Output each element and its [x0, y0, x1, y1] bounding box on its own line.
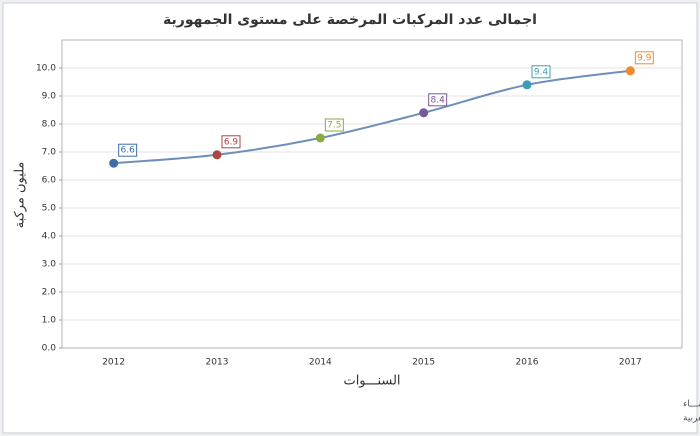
x-tick-label: 2015	[412, 358, 435, 368]
y-tick-label: 1.0	[42, 316, 57, 326]
value-label-box	[531, 65, 551, 79]
y-tick-label: 9.0	[42, 92, 57, 102]
x-tick-label: 2017	[619, 358, 642, 368]
line	[113, 69, 631, 165]
chart-title: اجمالى عدد المركبات المرخصة على مستوى ال…	[163, 12, 537, 28]
x-tick-label: 2014	[309, 358, 332, 368]
y-tick-label: 5.0	[42, 204, 57, 214]
value-label: 6.9	[224, 137, 239, 147]
value-label: 9.9	[637, 53, 652, 63]
plot-area	[61, 39, 683, 349]
point	[212, 150, 222, 160]
y-tick-label: 8.0	[42, 120, 57, 130]
y-tick-label: 2.0	[42, 288, 57, 298]
value-label: 6.6	[121, 146, 136, 156]
point	[625, 66, 635, 76]
value-label: 8.4	[431, 95, 446, 105]
y-tick-label: 7.0	[42, 148, 57, 158]
value-label-box	[324, 118, 344, 132]
y-tick-label: 3.0	[42, 260, 57, 270]
x-tick-label: 2013	[206, 358, 229, 368]
value-label-box	[428, 93, 448, 107]
value-label: 7.5	[327, 121, 341, 131]
x-axis-label: السنـــوات	[343, 374, 400, 389]
point	[419, 108, 429, 118]
x-tick-label: 2016	[516, 358, 539, 368]
source-line: المصدر الأسـاسـي للأحصاءات الرسمية لجمهو…	[683, 412, 700, 424]
value-label-box	[221, 135, 241, 149]
y-axis-label: مليون مركبة	[13, 162, 28, 229]
value-label: 9.4	[534, 67, 549, 77]
value-label-box	[634, 51, 654, 65]
value-label-box	[118, 143, 138, 157]
x-tick-label: 2012	[102, 358, 125, 368]
y-tick-label: 4.0	[42, 232, 57, 242]
point	[315, 133, 325, 143]
point	[109, 158, 119, 168]
y-tick-label: 10.0	[36, 64, 56, 74]
source-line: حقوق الملكية للجهـــاز المركزي للتعبئة ا…	[683, 398, 700, 410]
y-tick-label: 6.0	[42, 176, 57, 186]
y-tick-label: 0.0	[42, 344, 57, 354]
point	[522, 80, 532, 90]
